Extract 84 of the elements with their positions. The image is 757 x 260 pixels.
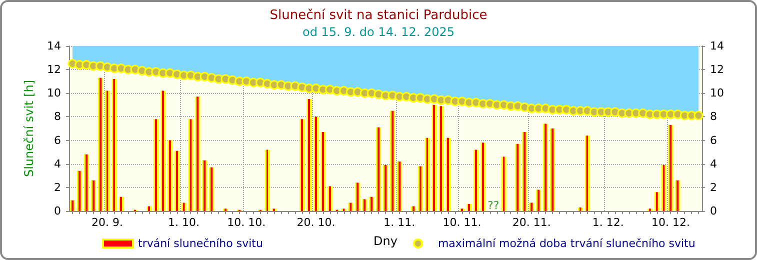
- bar: [668, 124, 674, 211]
- bar: [188, 119, 194, 211]
- annotation: ??: [487, 199, 500, 212]
- bar: [424, 138, 430, 211]
- y2-tick-label: 12: [710, 63, 724, 76]
- bar: [501, 156, 506, 211]
- bar: [661, 165, 666, 211]
- y-tick-label: 6: [54, 134, 61, 147]
- y2-tick-label: 6: [710, 134, 717, 147]
- bar: [167, 140, 172, 211]
- y-tick-label: 2: [54, 180, 61, 194]
- chart-title: Sluneční svit na stanici Pardubice: [270, 8, 488, 23]
- y-tick-label: 8: [54, 110, 61, 124]
- bar: [348, 202, 354, 211]
- y2-tick-label: 2: [710, 180, 717, 194]
- bar: [675, 180, 680, 211]
- y-axis-title: Sluneční svit [h]: [22, 80, 36, 178]
- bar: [118, 196, 124, 211]
- bar: [327, 186, 332, 211]
- bar: [84, 154, 89, 211]
- bar: [542, 124, 548, 211]
- y-tick-label: 12: [47, 63, 61, 76]
- bar: [98, 78, 103, 211]
- bar: [104, 90, 110, 211]
- bar: [76, 170, 82, 211]
- y2-tick-label: 14: [710, 40, 724, 52]
- bar: [522, 132, 528, 211]
- x-axis-title: Dny: [374, 234, 398, 248]
- x-tick-label: 20. 10.: [296, 216, 336, 229]
- bar: [153, 119, 158, 211]
- bar: [202, 160, 208, 211]
- y2-tick-label: 4: [710, 157, 717, 170]
- bar: [515, 144, 520, 211]
- bar: [396, 162, 402, 211]
- legend-label: maximální možná doba trvání slunečního svitu: [438, 237, 696, 250]
- x-tick-label: 10. 10.: [227, 216, 266, 229]
- bar: [376, 127, 382, 211]
- chart-subtitle: od 15. 9. do 14. 12. 2025: [302, 25, 455, 39]
- y2-tick-label: 10: [710, 86, 724, 100]
- bar: [654, 192, 660, 211]
- bar: [146, 206, 152, 211]
- x-tick-label: 1. 11.: [384, 216, 416, 229]
- bar: [112, 79, 117, 211]
- bar: [160, 90, 166, 211]
- bar: [369, 196, 374, 211]
- y2-tick-label: 8: [710, 110, 717, 124]
- bar: [410, 206, 416, 211]
- x-tick-label: 20. 9.: [92, 216, 124, 229]
- y-tick-label: 4: [54, 157, 61, 170]
- x-tick-label: 10. 11.: [442, 216, 482, 229]
- bar: [313, 116, 318, 211]
- bar: [529, 202, 534, 211]
- bar: [584, 136, 590, 211]
- bar: [209, 167, 214, 211]
- bar: [264, 150, 270, 211]
- bar: [578, 207, 583, 211]
- bar: [174, 150, 180, 211]
- bar: [362, 199, 368, 211]
- bar: [355, 182, 360, 211]
- bar: [536, 190, 542, 211]
- bar: [466, 204, 472, 211]
- x-tick-label: 20. 11.: [512, 216, 551, 229]
- legend-label: trvání slunečního svitu: [138, 237, 263, 250]
- y-tick-label: 0: [54, 204, 61, 218]
- bar: [181, 202, 186, 211]
- bar: [195, 96, 200, 211]
- bar: [390, 110, 395, 211]
- bar: [300, 119, 305, 211]
- bar: [90, 180, 96, 211]
- bar: [383, 165, 388, 211]
- bar: [418, 166, 423, 211]
- bar: [70, 200, 75, 211]
- y2-tick-label: 0: [710, 204, 717, 218]
- bar: [550, 128, 555, 211]
- x-tick-label: 1. 10.: [168, 216, 200, 229]
- bar: [473, 150, 478, 211]
- bar: [480, 142, 486, 211]
- bar: [446, 138, 451, 211]
- y-tick-label: 14: [47, 40, 61, 52]
- bar: [306, 99, 312, 211]
- x-tick-label: 1. 12.: [592, 216, 624, 229]
- x-tick-label: 10. 12.: [651, 216, 690, 229]
- y-tick-label: 10: [47, 86, 61, 100]
- bar: [320, 132, 326, 211]
